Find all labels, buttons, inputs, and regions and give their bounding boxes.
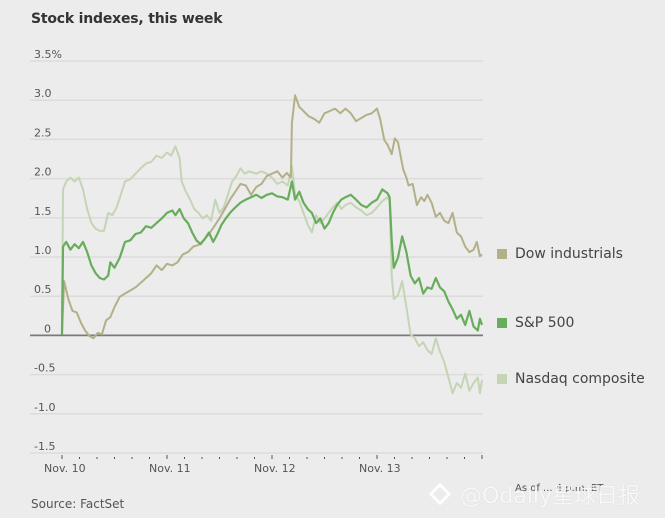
legend-swatch-sp500 — [497, 318, 507, 328]
series-line-nasdaq — [61, 145, 483, 395]
source-note: Source: FactSet — [31, 497, 125, 511]
y-tick-label: 0 — [44, 322, 51, 335]
legend-swatch-nasdaq — [497, 374, 507, 384]
y-tick-label: 1.0 — [34, 244, 52, 257]
legend-label-sp500: S&P 500 — [515, 315, 575, 331]
as-of-note: As of ... 4 p.m. ET — [515, 483, 604, 494]
y-tick-label: 3.5% — [34, 48, 62, 61]
y-tick-label: 1.5 — [34, 205, 52, 218]
watermark-text: @Odaily星球日报 — [460, 484, 641, 509]
chart-title: Stock indexes, this week — [31, 11, 223, 27]
y-tick-label: 3.0 — [34, 87, 52, 100]
y-tick-label: -0.5 — [34, 362, 55, 375]
y-tick-label: 0.5 — [34, 283, 52, 296]
x-tick-label: Nov. 13 — [359, 462, 401, 475]
series-lines — [60, 94, 484, 395]
legend-label-dow: Dow industrials — [515, 246, 623, 262]
series-line-sp500 — [60, 180, 484, 335]
legend-label-nasdaq: Nasdaq composite — [515, 371, 645, 387]
series-line-dow — [61, 94, 483, 340]
legend-item-dow: Dow industrials — [497, 246, 623, 262]
y-tick-label: -1.0 — [34, 401, 55, 414]
y-axis-tick-labels: 3.5% 3.0 2.5 2.0 1.5 1.0 0.5 0 -0.5 -1.0 -1.5 — [34, 48, 62, 453]
legend-swatch-dow — [497, 249, 507, 259]
gridlines — [30, 60, 483, 454]
watermark-logo-icon — [428, 482, 452, 506]
x-tick-label: Nov. 10 — [44, 462, 86, 475]
y-tick-label: -1.5 — [34, 440, 55, 453]
watermark: @Odaily星球日报 — [428, 478, 641, 510]
y-tick-label: 2.5 — [34, 126, 52, 139]
x-axis: Nov. 10 Nov. 11 Nov. 12 Nov. 13 — [44, 455, 483, 475]
legend-item-sp500: S&P 500 — [497, 315, 574, 331]
x-tick-label: Nov. 12 — [254, 462, 296, 475]
x-tick-label: Nov. 11 — [149, 462, 191, 475]
y-tick-label: 2.0 — [34, 166, 52, 179]
legend-item-nasdaq: Nasdaq composite — [497, 371, 645, 387]
